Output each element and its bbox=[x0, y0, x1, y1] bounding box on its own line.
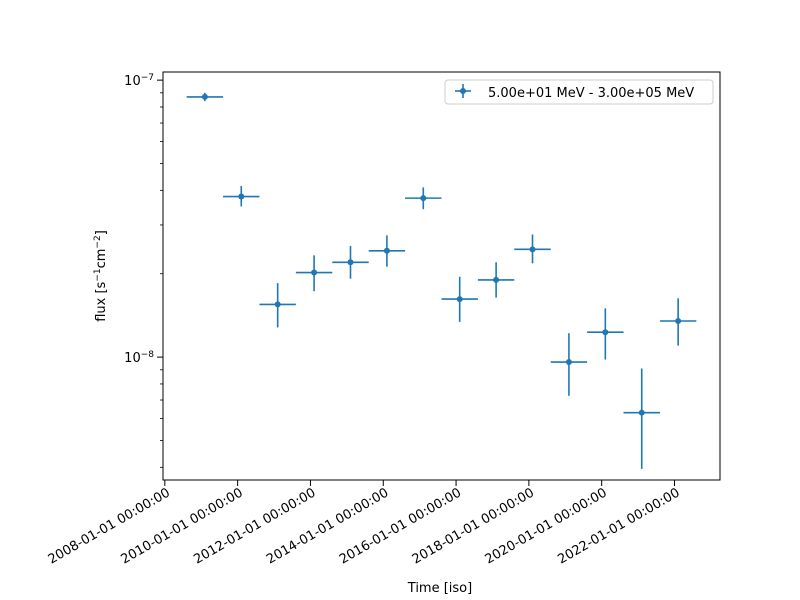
x-axis-title: Time [iso] bbox=[407, 581, 472, 596]
data-point-1 bbox=[223, 185, 260, 207]
data-point-13 bbox=[659, 298, 697, 346]
legend: 5.00e+01 MeV - 3.00e+05 MeV bbox=[444, 79, 714, 105]
data-marker bbox=[420, 195, 427, 202]
legend-marker bbox=[455, 84, 471, 98]
data-marker bbox=[201, 93, 208, 100]
y-axis-title: flux [s−1cm−2] bbox=[93, 230, 109, 322]
data-marker bbox=[675, 318, 682, 325]
data-marker bbox=[565, 359, 572, 366]
data-point-0 bbox=[186, 92, 224, 102]
data-point-9 bbox=[514, 234, 551, 264]
data-point-5 bbox=[368, 235, 406, 267]
legend-dot bbox=[460, 88, 466, 94]
axes-frame bbox=[162, 71, 721, 481]
data-point-11 bbox=[587, 308, 624, 360]
data-marker bbox=[529, 246, 536, 253]
y-tick-label-0: 10−8 bbox=[124, 350, 154, 366]
y-tick-label-1: 10−7 bbox=[124, 73, 154, 89]
data-point-3 bbox=[295, 255, 333, 292]
legend-box bbox=[444, 79, 714, 105]
data-point-2 bbox=[259, 283, 296, 328]
data-marker bbox=[383, 247, 390, 254]
data-point-6 bbox=[405, 187, 442, 210]
data-point-7 bbox=[441, 276, 478, 322]
legend-label: 5.00e+01 MeV - 3.00e+05 MeV bbox=[488, 86, 694, 101]
data-marker bbox=[347, 259, 354, 266]
data-marker bbox=[274, 301, 281, 308]
data-marker bbox=[602, 329, 609, 336]
data-marker bbox=[456, 296, 463, 303]
data-marker bbox=[493, 276, 500, 283]
data-marker bbox=[238, 193, 245, 200]
data-point-8 bbox=[477, 262, 515, 298]
data-point-10 bbox=[550, 333, 588, 396]
data-marker bbox=[638, 409, 645, 416]
data-point-12 bbox=[623, 368, 660, 469]
data-series bbox=[186, 92, 697, 469]
data-marker bbox=[311, 269, 318, 276]
data-point-4 bbox=[332, 245, 369, 279]
